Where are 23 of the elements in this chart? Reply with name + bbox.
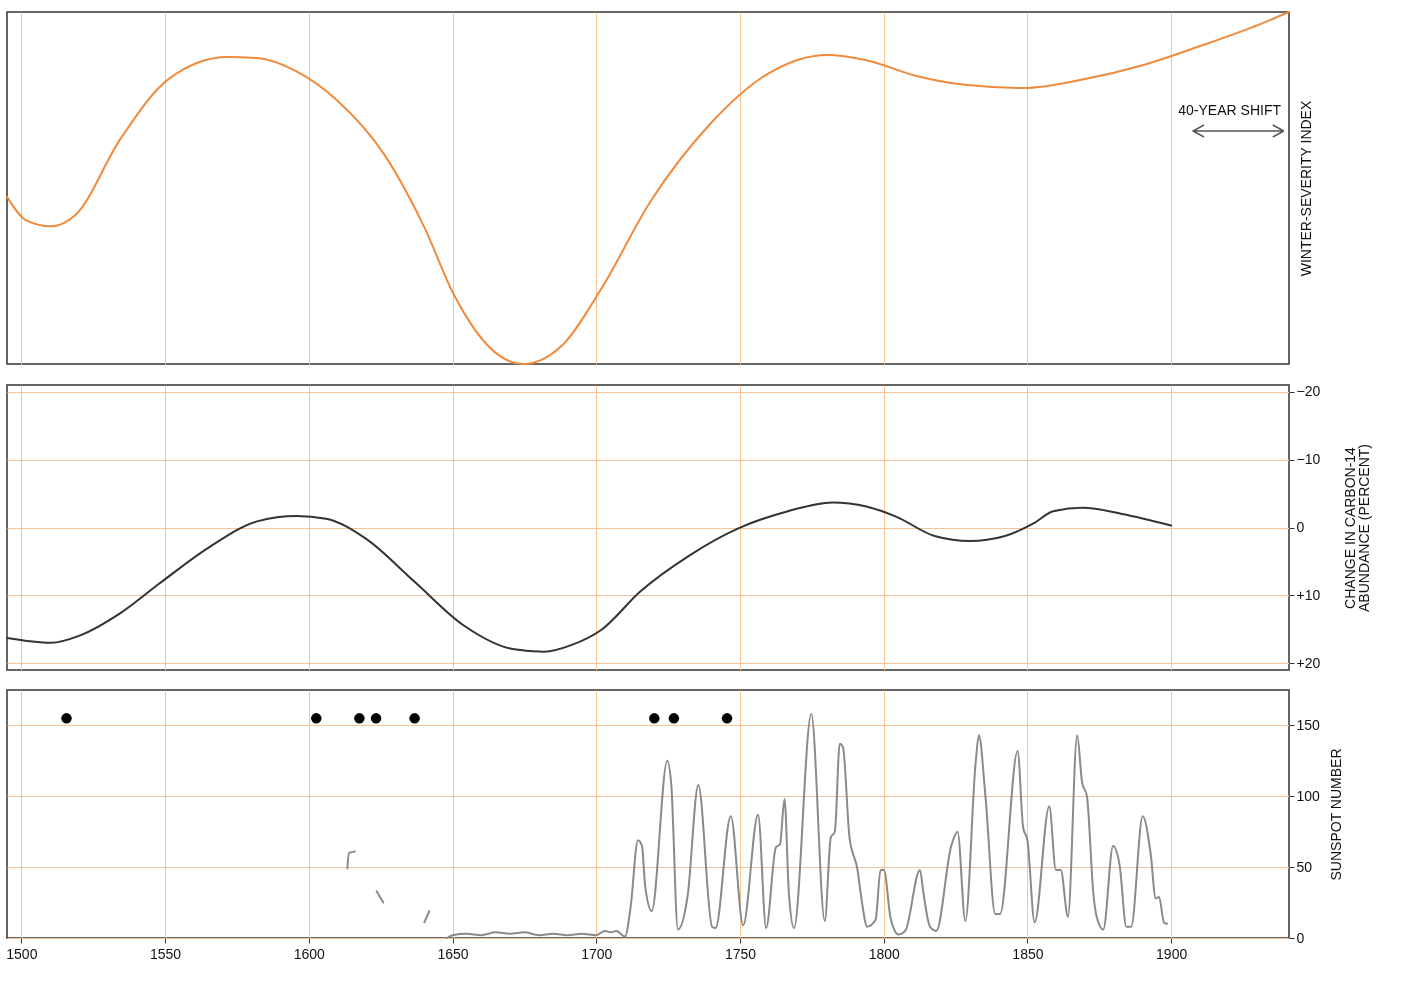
y-tick-label: 50 <box>1296 858 1313 875</box>
y-tick-label: 0 <box>1296 929 1305 946</box>
x-tick-label: 1500 <box>6 945 38 962</box>
x-tick-label: 1700 <box>581 945 613 962</box>
x-tick-label: 1750 <box>724 945 757 962</box>
y-axis-title: WINTER-SEVERITY INDEX <box>1297 100 1314 277</box>
y-tick-label: 150 <box>1296 716 1321 733</box>
y-tick-label: −20 <box>1296 383 1321 400</box>
y-axis-title: SUNSPOT NUMBER <box>1327 748 1344 881</box>
x-tick-label: 1850 <box>1012 945 1044 962</box>
x-tick-label: 1600 <box>293 945 326 962</box>
y-tick-label: 0 <box>1296 519 1305 535</box>
x-tick-label: 1650 <box>437 945 469 962</box>
line-series <box>445 713 1169 939</box>
y-tick-label: +20 <box>1296 654 1321 671</box>
y-tick-label: 100 <box>1296 787 1321 804</box>
x-tick-label: 1900 <box>1156 945 1188 962</box>
annotation: 40-YEAR SHIFT <box>1178 101 1282 118</box>
y-axis-title: CHANGE IN CARBON-14 ABUNDANCE (PERCENT) <box>1342 443 1373 613</box>
x-tick-label: 1550 <box>150 945 182 962</box>
y-tick-label: +10 <box>1296 586 1321 603</box>
y-tick-label: −10 <box>1296 451 1321 468</box>
x-tick-label: 1800 <box>868 945 900 962</box>
